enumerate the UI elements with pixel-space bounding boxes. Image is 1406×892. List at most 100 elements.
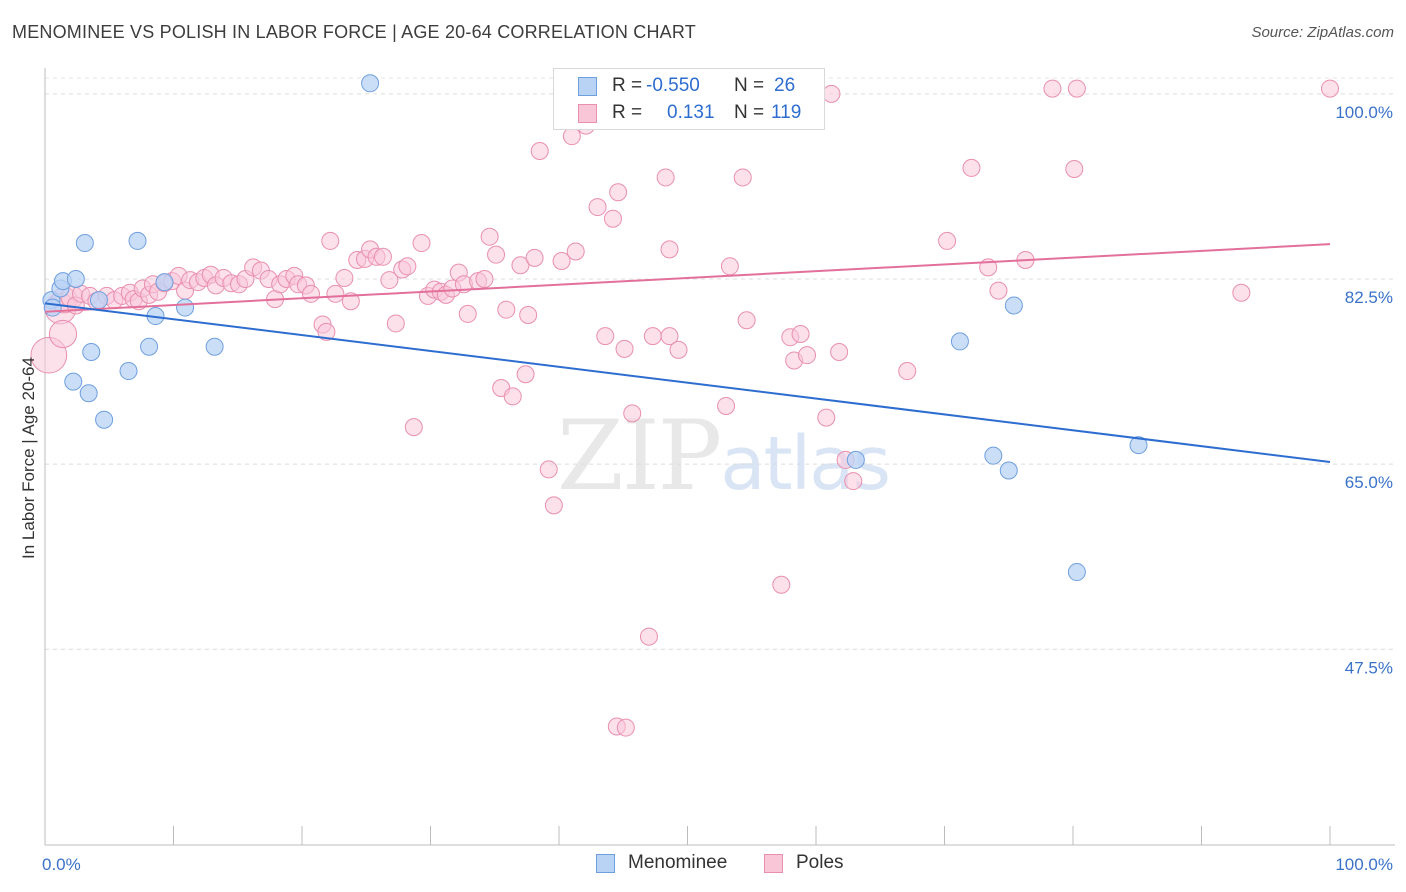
grid-layer <box>45 77 1395 650</box>
tick-labels: 100.0% 82.5% 65.0% 47.5% 0.0% 100.0% <box>42 103 1393 874</box>
legend-row-poles: R = 0.131 N = 119 <box>554 101 824 127</box>
menominee-point <box>119 362 138 381</box>
source-credit: Source: ZipAtlas.com <box>1251 24 1394 41</box>
poles-point <box>737 311 756 330</box>
poles-point <box>588 198 607 217</box>
menominee-point <box>999 461 1018 480</box>
menominee-points <box>42 74 1148 582</box>
menominee-point <box>361 74 380 93</box>
poles-point <box>525 248 544 267</box>
poles-point <box>317 322 336 341</box>
menominee-point <box>82 343 101 362</box>
poles-point <box>321 231 340 250</box>
menominee-point <box>79 384 98 403</box>
poles-point <box>798 346 817 365</box>
poles-point <box>844 472 863 491</box>
menominee-point <box>1129 436 1148 455</box>
poles-point <box>1065 159 1084 178</box>
menominee-point <box>1004 296 1023 315</box>
poles-point <box>497 300 516 319</box>
poles-point <box>615 339 634 358</box>
menominee-point <box>128 231 147 250</box>
poles-point <box>791 325 810 344</box>
chart-title: MENOMINEE VS POLISH IN LABOR FORCE | AGE… <box>12 22 696 42</box>
menominee-point <box>205 337 224 356</box>
poles-point <box>487 245 506 264</box>
menominee-point <box>950 332 969 351</box>
trend-lines <box>44 243 1331 464</box>
poles-point <box>326 284 345 303</box>
poles-point <box>817 408 836 427</box>
poles-point <box>938 231 957 250</box>
poles-point <box>639 627 658 646</box>
y-tick-label: 100.0% <box>1335 103 1393 122</box>
y-tick-label: 65.0% <box>1345 473 1393 492</box>
menominee-point <box>95 410 114 429</box>
poles-swatch <box>578 104 597 123</box>
poles-point <box>373 247 392 266</box>
n-label: N = <box>734 102 765 123</box>
poles-point <box>552 252 571 271</box>
poles-point <box>48 319 78 349</box>
poles-point <box>616 718 635 737</box>
poles-point <box>386 314 405 333</box>
axis-layer <box>44 68 1395 846</box>
poles-point <box>660 240 679 259</box>
menominee-point <box>75 234 94 253</box>
poles-point <box>458 304 477 323</box>
poles-point <box>609 183 628 202</box>
poles-r-value: 0.131 <box>667 102 715 123</box>
poles-point <box>341 292 360 311</box>
menominee-n-value: 26 <box>774 75 796 96</box>
poles-point <box>603 209 622 228</box>
poles-point <box>643 327 662 346</box>
y-axis-label: In Labor Force | Age 20-64 <box>19 357 38 559</box>
legend-row-menominee: R = -0.550 N = 26 <box>554 74 824 100</box>
watermark-zip: ZIP <box>557 400 722 512</box>
menominee-point <box>43 298 62 317</box>
poles-legend-swatch <box>764 854 783 873</box>
poles-point <box>566 242 585 261</box>
poles-point <box>596 327 615 346</box>
poles-points <box>30 79 1339 737</box>
poles-point <box>398 257 417 276</box>
poles-point <box>1232 283 1251 302</box>
poles-point <box>1043 79 1062 98</box>
poles-point <box>544 496 563 515</box>
poles-point <box>475 270 494 289</box>
poles-point <box>519 305 538 324</box>
poles-point <box>898 362 917 381</box>
poles-point <box>962 158 981 177</box>
poles-point <box>380 271 399 290</box>
poles-point <box>335 268 354 287</box>
menominee-legend-swatch <box>596 854 615 873</box>
menominee-swatch <box>578 77 597 96</box>
menominee-r-value: -0.550 <box>646 75 700 96</box>
x-tick-label: 0.0% <box>42 855 81 874</box>
y-tick-label: 47.5% <box>1345 658 1393 677</box>
poles-trend-line <box>44 243 1331 313</box>
poles-point <box>822 84 841 103</box>
poles-point <box>539 460 558 479</box>
poles-point <box>412 234 431 253</box>
poles-point <box>669 340 688 359</box>
poles-point <box>404 418 423 437</box>
menominee-point <box>155 273 174 292</box>
menominee-point <box>1067 563 1086 582</box>
poles-point <box>562 127 581 146</box>
r-label: R = <box>612 102 643 123</box>
n-label: N = <box>734 75 765 96</box>
poles-point <box>989 281 1008 300</box>
correlation-legend: R = -0.550 N = 26 R = 0.131 N = 119 <box>553 68 825 130</box>
menominee-point <box>984 446 1003 465</box>
poles-point <box>772 575 791 594</box>
menominee-point <box>176 298 195 317</box>
poles-point <box>511 256 530 275</box>
poles-point <box>516 365 535 384</box>
poles-point <box>301 284 320 303</box>
menominee-point <box>64 372 83 391</box>
y-tick-label: 82.5% <box>1345 288 1393 307</box>
menominee-trend-line <box>44 302 1331 464</box>
poles-point <box>656 168 675 187</box>
